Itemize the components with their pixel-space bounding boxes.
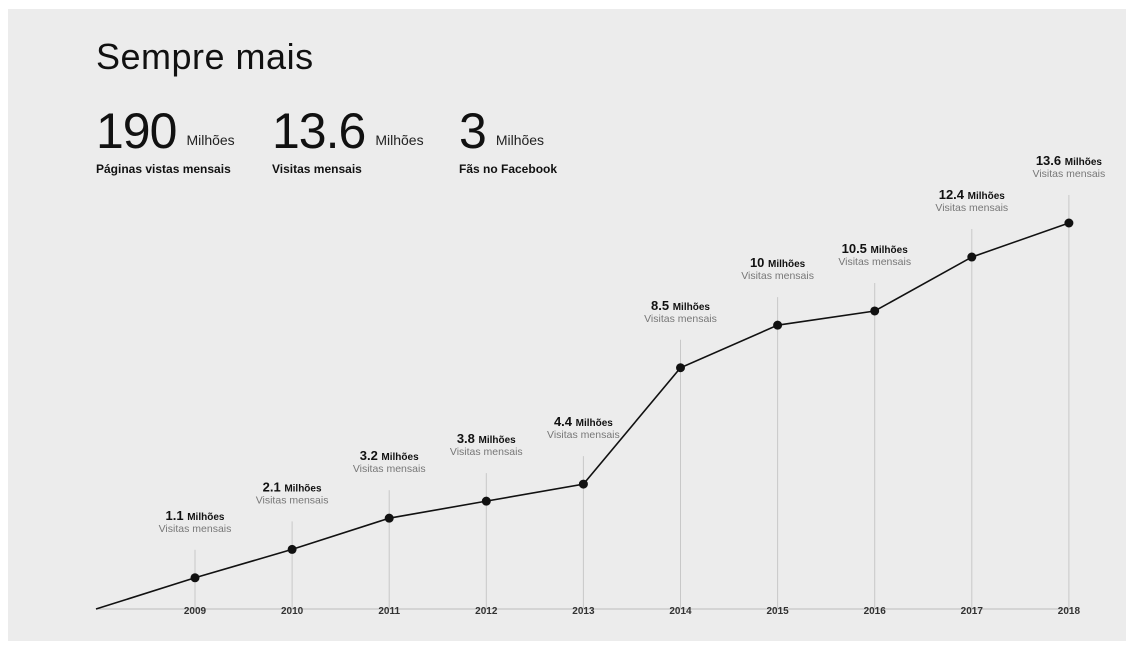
x-tick-label: 2015 bbox=[766, 606, 789, 617]
stat-label: Visitas mensais bbox=[272, 162, 362, 176]
data-label-value: 10.5 Milhões bbox=[842, 241, 909, 256]
stat-value: 3 bbox=[459, 103, 487, 159]
x-tick-label: 2010 bbox=[281, 606, 304, 617]
data-point bbox=[1064, 218, 1074, 228]
data-point bbox=[870, 306, 880, 316]
x-tick-label: 2016 bbox=[864, 606, 887, 617]
data-point bbox=[190, 573, 200, 583]
data-label-caption: Visitas mensais bbox=[256, 494, 329, 506]
x-tick-label: 2014 bbox=[669, 606, 692, 617]
series-line bbox=[95, 222, 1070, 610]
x-tick-label: 2011 bbox=[378, 606, 400, 617]
data-label-value: 13.6 Milhões bbox=[1036, 153, 1103, 168]
data-label-caption: Visitas mensais bbox=[741, 270, 814, 282]
data-label-value: 1.1 Milhões bbox=[166, 508, 225, 523]
x-tick-label: 2012 bbox=[475, 606, 498, 617]
data-label-caption: Visitas mensais bbox=[450, 446, 523, 458]
data-label-value: 2.1 Milhões bbox=[263, 479, 322, 494]
data-label-caption: Visitas mensais bbox=[935, 202, 1008, 214]
stat-unit: Milhões bbox=[186, 132, 235, 148]
data-point bbox=[773, 320, 783, 330]
data-point bbox=[578, 479, 588, 489]
chart-panel bbox=[8, 9, 1126, 641]
stat-label: Fãs no Facebook bbox=[459, 162, 558, 176]
stat-facebook-fans: 3 Milhões Fãs no Facebook bbox=[459, 106, 557, 176]
data-label-caption: Visitas mensais bbox=[838, 256, 911, 268]
data-label-value: 3.2 Milhões bbox=[360, 448, 419, 463]
stat-value: 13.6 bbox=[272, 103, 366, 159]
stat-unit: Milhões bbox=[375, 132, 424, 148]
page-title: Sempre mais bbox=[96, 36, 314, 77]
data-point bbox=[481, 496, 491, 506]
data-label-caption: Visitas mensais bbox=[159, 523, 232, 535]
x-tick-label: 2018 bbox=[1058, 606, 1081, 617]
data-label-value: 12.4 Milhões bbox=[939, 187, 1006, 202]
data-label-caption: Visitas mensais bbox=[353, 463, 426, 475]
stat-monthly-visits: 13.6 Milhões Visitas mensais bbox=[272, 106, 424, 176]
stat-label: Páginas vistas mensais bbox=[96, 162, 231, 176]
data-point bbox=[967, 252, 977, 262]
stat-unit: Milhões bbox=[495, 132, 545, 148]
data-label-value: 8.5 Milhões bbox=[651, 298, 710, 313]
data-label-caption: Visitas mensais bbox=[547, 429, 620, 441]
data-point bbox=[676, 363, 685, 373]
x-tick-label: 2009 bbox=[184, 606, 207, 617]
stat-page-views: 190 Milhões Páginas vistas mensais bbox=[96, 106, 235, 176]
stat-value: 190 bbox=[96, 103, 177, 159]
data-label-caption: Visitas mensais bbox=[644, 313, 717, 325]
data-label-value: 3.8 Milhões bbox=[457, 431, 516, 446]
data-label-value: 10 Milhões bbox=[750, 255, 806, 270]
x-tick-label: 2017 bbox=[961, 606, 984, 617]
data-point bbox=[384, 513, 394, 523]
data-label-caption: Visitas mensais bbox=[1033, 168, 1106, 180]
data-point bbox=[287, 544, 297, 554]
data-label-value: 4.4 Milhões bbox=[554, 414, 613, 429]
x-tick-label: 2013 bbox=[572, 606, 595, 617]
